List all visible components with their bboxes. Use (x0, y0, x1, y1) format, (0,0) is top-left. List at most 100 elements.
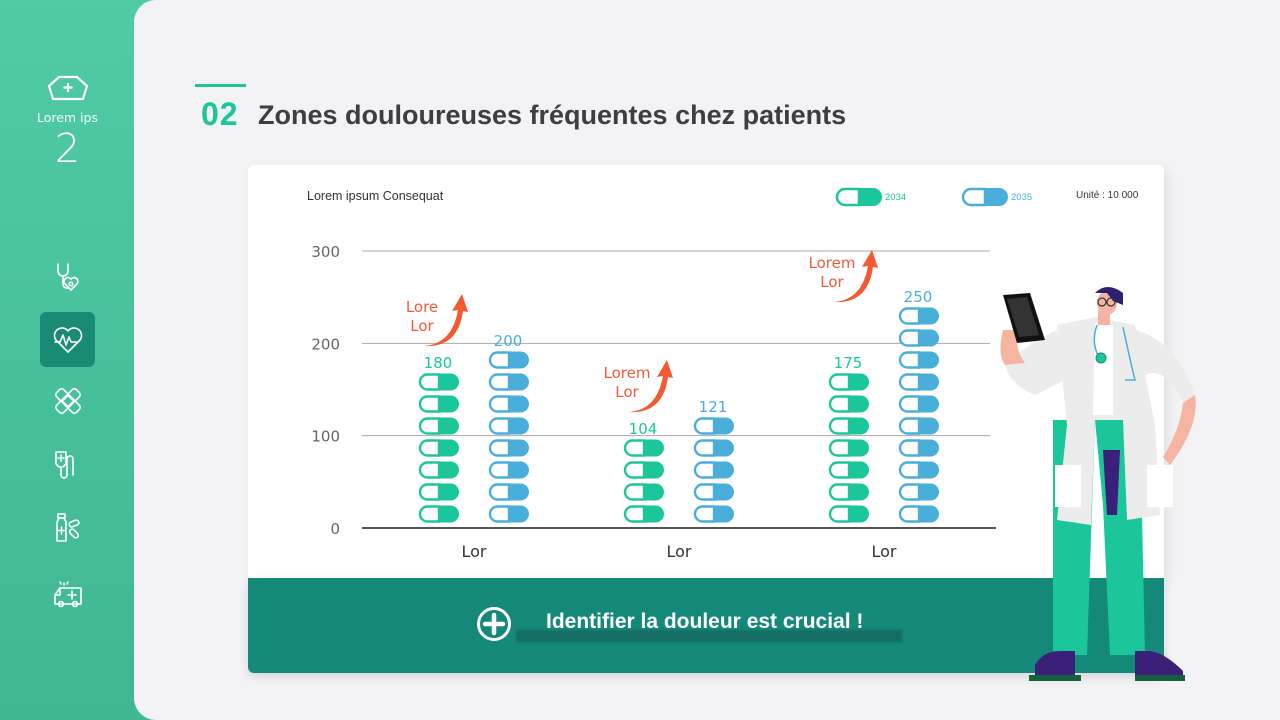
footer-text: Identifier la douleur est crucial ! (546, 610, 864, 633)
sidebar-item-stethoscope[interactable] (40, 249, 95, 304)
pill-icon (828, 373, 869, 391)
pill-icon (418, 395, 459, 413)
y-tick-label: 100 (311, 428, 340, 446)
svg-text:Lor: Lor (410, 317, 434, 335)
pill-icon (418, 483, 459, 501)
trend-arrow-icon (629, 360, 673, 413)
legend-label: 2034 (885, 191, 907, 203)
sidebar-item-heart-pulse[interactable] (40, 312, 95, 367)
pill-icon (623, 439, 664, 457)
pill-icon (488, 417, 529, 435)
pill-icon (898, 439, 939, 457)
pill-icon (828, 483, 869, 501)
sidebar-brand: Lorem ips 2 (0, 74, 135, 171)
pill-icon (898, 505, 939, 523)
sidebar-brand-label: Lorem ips (36, 110, 99, 125)
main-panel: 02 Zones douloureuses fréquentes chez pa… (134, 0, 1280, 720)
chart-card: Lorem ipsum Consequat 2034 2035 Unité : … (248, 165, 1164, 578)
value-label: 250 (904, 288, 933, 306)
svg-text:Lor: Lor (615, 383, 639, 401)
trend-arrow-icon (834, 250, 878, 303)
title-accent-bar (195, 84, 246, 87)
pill-icon (898, 417, 939, 435)
pill-icon (693, 505, 734, 523)
value-label: 180 (424, 354, 453, 372)
pill-icon (488, 505, 529, 523)
pill-icon (623, 505, 664, 523)
sidebar-brand-number: 2 (54, 126, 81, 172)
pill-icon (488, 395, 529, 413)
category-label: Lor (462, 542, 487, 561)
pill-icon (693, 461, 734, 479)
pill-icon (961, 187, 1008, 207)
pill-icon (623, 461, 664, 479)
pill-icon (418, 417, 459, 435)
trend-arrow-icon (424, 294, 468, 347)
iv-drip-icon (54, 450, 74, 479)
sidebar: Lorem ips 2 (0, 0, 135, 720)
sidebar-item-ambulance[interactable] (40, 566, 95, 621)
bandage-icon (54, 387, 81, 414)
heart-pulse-icon (53, 326, 82, 353)
unit-label: Unité : 10 000 (1076, 190, 1139, 201)
sidebar-item-medicine[interactable] (40, 500, 95, 555)
pill-icon (828, 505, 869, 523)
pill-icon (418, 439, 459, 457)
value-label: 104 (629, 420, 658, 438)
pill-icon (898, 307, 939, 325)
chart-title: Lorem ipsum Consequat (307, 189, 444, 203)
pill-icon (693, 439, 734, 457)
pill-icon (898, 483, 939, 501)
y-tick-label: 0 (330, 520, 340, 538)
pill-icon (828, 461, 869, 479)
medicine-bottle-pills-icon (55, 512, 80, 542)
svg-text:Lorem: Lorem (604, 364, 651, 382)
svg-text:Lore: Lore (406, 298, 438, 316)
sidebar-item-bandage[interactable] (40, 373, 95, 428)
pill-icon (623, 483, 664, 501)
plus-circle-icon (477, 607, 511, 641)
pill-icon (418, 505, 459, 523)
pill-icon (828, 439, 869, 457)
pill-icon (488, 439, 529, 457)
pill-icon (488, 461, 529, 479)
nurse-cap-icon (47, 75, 88, 101)
pill-icon (488, 351, 529, 369)
pill-icon (828, 395, 869, 413)
pill-icon (693, 417, 734, 435)
page-title: Zones douloureuses fréquentes chez patie… (258, 100, 847, 130)
footer-plus-button[interactable] (476, 606, 512, 642)
legend-label: 2035 (1011, 191, 1033, 203)
pill-icon (898, 329, 939, 347)
pill-icon (898, 373, 939, 391)
legend-item-2034: 2034 (835, 187, 906, 207)
sidebar-item-iv-drip[interactable] (40, 436, 95, 491)
pill-icon (418, 461, 459, 479)
category-label: Lor (667, 542, 692, 561)
pill-bar-chart: 0100200300180200LorLoreLor104121LorLorem… (311, 243, 996, 561)
pill-icon (693, 483, 734, 501)
pill-icon (898, 351, 939, 369)
doctor-illustration (1000, 287, 1196, 681)
pill-icon (835, 187, 882, 207)
legend-item-2035: 2035 (961, 187, 1032, 207)
y-tick-label: 300 (311, 243, 340, 261)
y-tick-label: 200 (311, 335, 340, 353)
svg-text:Lorem: Lorem (809, 254, 856, 272)
pill-icon (898, 461, 939, 479)
ambulance-icon (53, 580, 82, 607)
pill-icon (488, 483, 529, 501)
stethoscope-heart-icon (56, 262, 79, 291)
pill-icon (418, 373, 459, 391)
pill-icon (898, 395, 939, 413)
category-label: Lor (872, 542, 897, 561)
footer-text-shadow (516, 630, 902, 642)
pill-icon (488, 373, 529, 391)
svg-text:Lor: Lor (820, 273, 844, 291)
pill-icon (828, 417, 869, 435)
